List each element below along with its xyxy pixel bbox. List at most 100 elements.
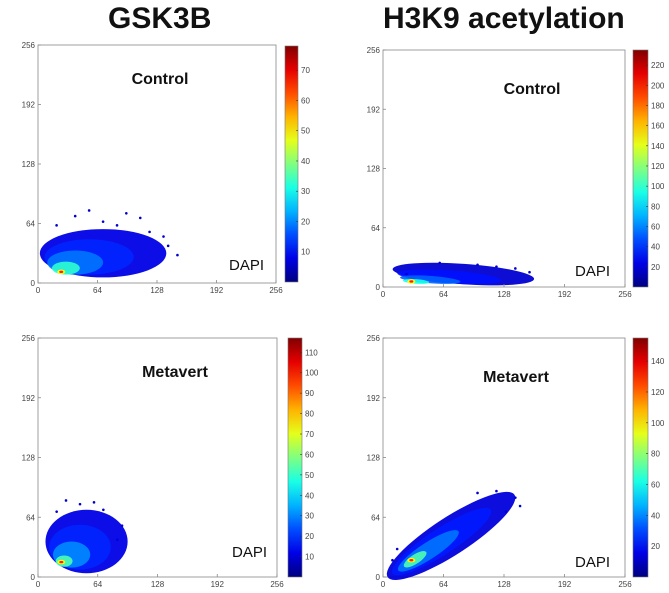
colorbar-tick-label: 80: [651, 450, 660, 459]
outlier-point: [528, 270, 531, 274]
column-title-h3k9-acetylation: H3K9 acetylation: [383, 2, 625, 35]
y-tick-label: 0: [31, 279, 36, 288]
x-tick-label: 128: [497, 290, 511, 299]
colorbar-tick-label: 80: [651, 202, 660, 211]
y-tick-label: 0: [376, 283, 381, 292]
x-tick-label: 256: [618, 580, 632, 589]
outlier-point: [116, 538, 119, 541]
panel-title: Metavert: [483, 369, 549, 386]
outlier-point: [514, 496, 517, 499]
outlier-point: [87, 209, 91, 212]
colorbar-tick-label: 20: [301, 217, 310, 226]
y-tick-label: 192: [22, 394, 36, 403]
outlier-point: [148, 230, 151, 234]
y-tick-label: 192: [367, 394, 381, 403]
colorbar-tick-label: 30: [305, 512, 314, 521]
column-title-gsk3b: GSK3B: [108, 2, 212, 35]
colorbar-tick-label: 70: [301, 66, 310, 75]
density-peak-core: [59, 560, 64, 564]
colorbar: [284, 45, 299, 283]
y-tick-label: 64: [26, 513, 35, 522]
colorbar-tick-label: 200: [651, 81, 665, 90]
chart-panel-2: 0 64 128 192 256 0 64 128 192 256 Control DAPI 20 40 6…: [367, 46, 665, 299]
x-tick-label: 256: [270, 580, 284, 589]
colorbar-tick-label: 20: [305, 532, 314, 541]
outlier-point: [78, 502, 82, 506]
x-tick-label: 64: [93, 286, 102, 295]
colorbar-tick-label: 10: [301, 248, 310, 257]
colorbar-tick-label: 60: [305, 450, 314, 459]
colorbar-tick-label: 50: [301, 127, 310, 136]
y-tick-label: 128: [22, 454, 36, 463]
x-tick-label: 128: [150, 286, 164, 295]
y-tick-label: 256: [367, 46, 381, 55]
colorbar-tick-label: 140: [651, 357, 665, 366]
outlier-point: [102, 508, 105, 512]
colorbar-tick-label: 10: [305, 553, 314, 562]
outlier-point: [115, 224, 119, 227]
channel-label: DAPI: [232, 544, 267, 561]
y-tick-label: 256: [367, 334, 381, 343]
x-tick-label: 64: [93, 580, 102, 589]
x-tick-label: 256: [269, 286, 283, 295]
colorbar: [632, 49, 649, 288]
x-tick-label: 64: [439, 580, 448, 589]
x-tick-label: 192: [558, 290, 572, 299]
density-peak-core: [409, 280, 414, 283]
outlier-point: [120, 524, 124, 527]
x-tick-label: 0: [36, 580, 41, 589]
colorbar-tick-label: 40: [305, 491, 314, 500]
x-tick-label: 0: [381, 290, 386, 299]
outlier-point: [101, 220, 105, 223]
y-tick-label: 64: [26, 220, 35, 229]
chart-panel-1: 0 64 128 192 256 0 64 128 192 256 Control DAPI 10 20 3…: [22, 41, 311, 295]
channel-label: DAPI: [575, 263, 610, 280]
colorbar-tick-label: 160: [651, 122, 665, 131]
colorbar-tick-label: 80: [305, 410, 314, 419]
outlier-point: [55, 510, 58, 513]
y-tick-label: 192: [22, 101, 36, 110]
colorbar-tick-label: 60: [651, 222, 660, 231]
channel-label: DAPI: [575, 554, 610, 571]
outlier-point: [138, 216, 142, 220]
colorbar-tick-label: 70: [305, 430, 314, 439]
outlier-point: [176, 253, 179, 257]
channel-label: DAPI: [229, 257, 264, 274]
x-tick-label: 192: [210, 286, 224, 295]
colorbar-tick-label: 50: [305, 471, 314, 480]
outlier-point: [395, 547, 399, 551]
outlier-point: [64, 499, 68, 502]
colorbar: [287, 337, 303, 578]
outlier-point: [166, 244, 170, 248]
outlier-point: [495, 489, 498, 493]
colorbar-tick-label: 180: [651, 101, 665, 110]
x-tick-label: 128: [151, 580, 165, 589]
outlier-point: [405, 272, 408, 276]
y-tick-label: 128: [367, 165, 381, 174]
outlier-point: [476, 491, 479, 495]
outlier-point: [55, 224, 58, 227]
colorbar-tick-label: 100: [305, 369, 319, 378]
x-tick-label: 192: [558, 580, 572, 589]
y-tick-label: 64: [371, 513, 380, 522]
chart-panel-3: 0 64 128 192 256 0 64 128 192 256 Metavert DAPI 10 20…: [22, 334, 319, 589]
colorbar-tick-label: 60: [651, 480, 660, 489]
outlier-point: [162, 235, 165, 238]
x-tick-label: 0: [36, 286, 41, 295]
density-peak-core: [59, 270, 64, 274]
colorbar-tick-label: 30: [301, 187, 310, 196]
outlier-point: [73, 214, 77, 218]
outlier-point: [438, 261, 442, 265]
density-region-4: [403, 551, 427, 568]
y-tick-label: 0: [31, 573, 36, 582]
outlier-point: [476, 263, 479, 267]
colorbar-tick-label: 100: [651, 182, 665, 191]
density-peak-core: [409, 558, 414, 562]
density-region-4: [51, 261, 80, 275]
y-tick-label: 128: [22, 160, 36, 169]
colorbar-tick-label: 140: [651, 142, 665, 151]
x-tick-label: 192: [211, 580, 225, 589]
colorbar-tick-label: 20: [651, 542, 660, 551]
x-tick-label: 64: [439, 290, 448, 299]
